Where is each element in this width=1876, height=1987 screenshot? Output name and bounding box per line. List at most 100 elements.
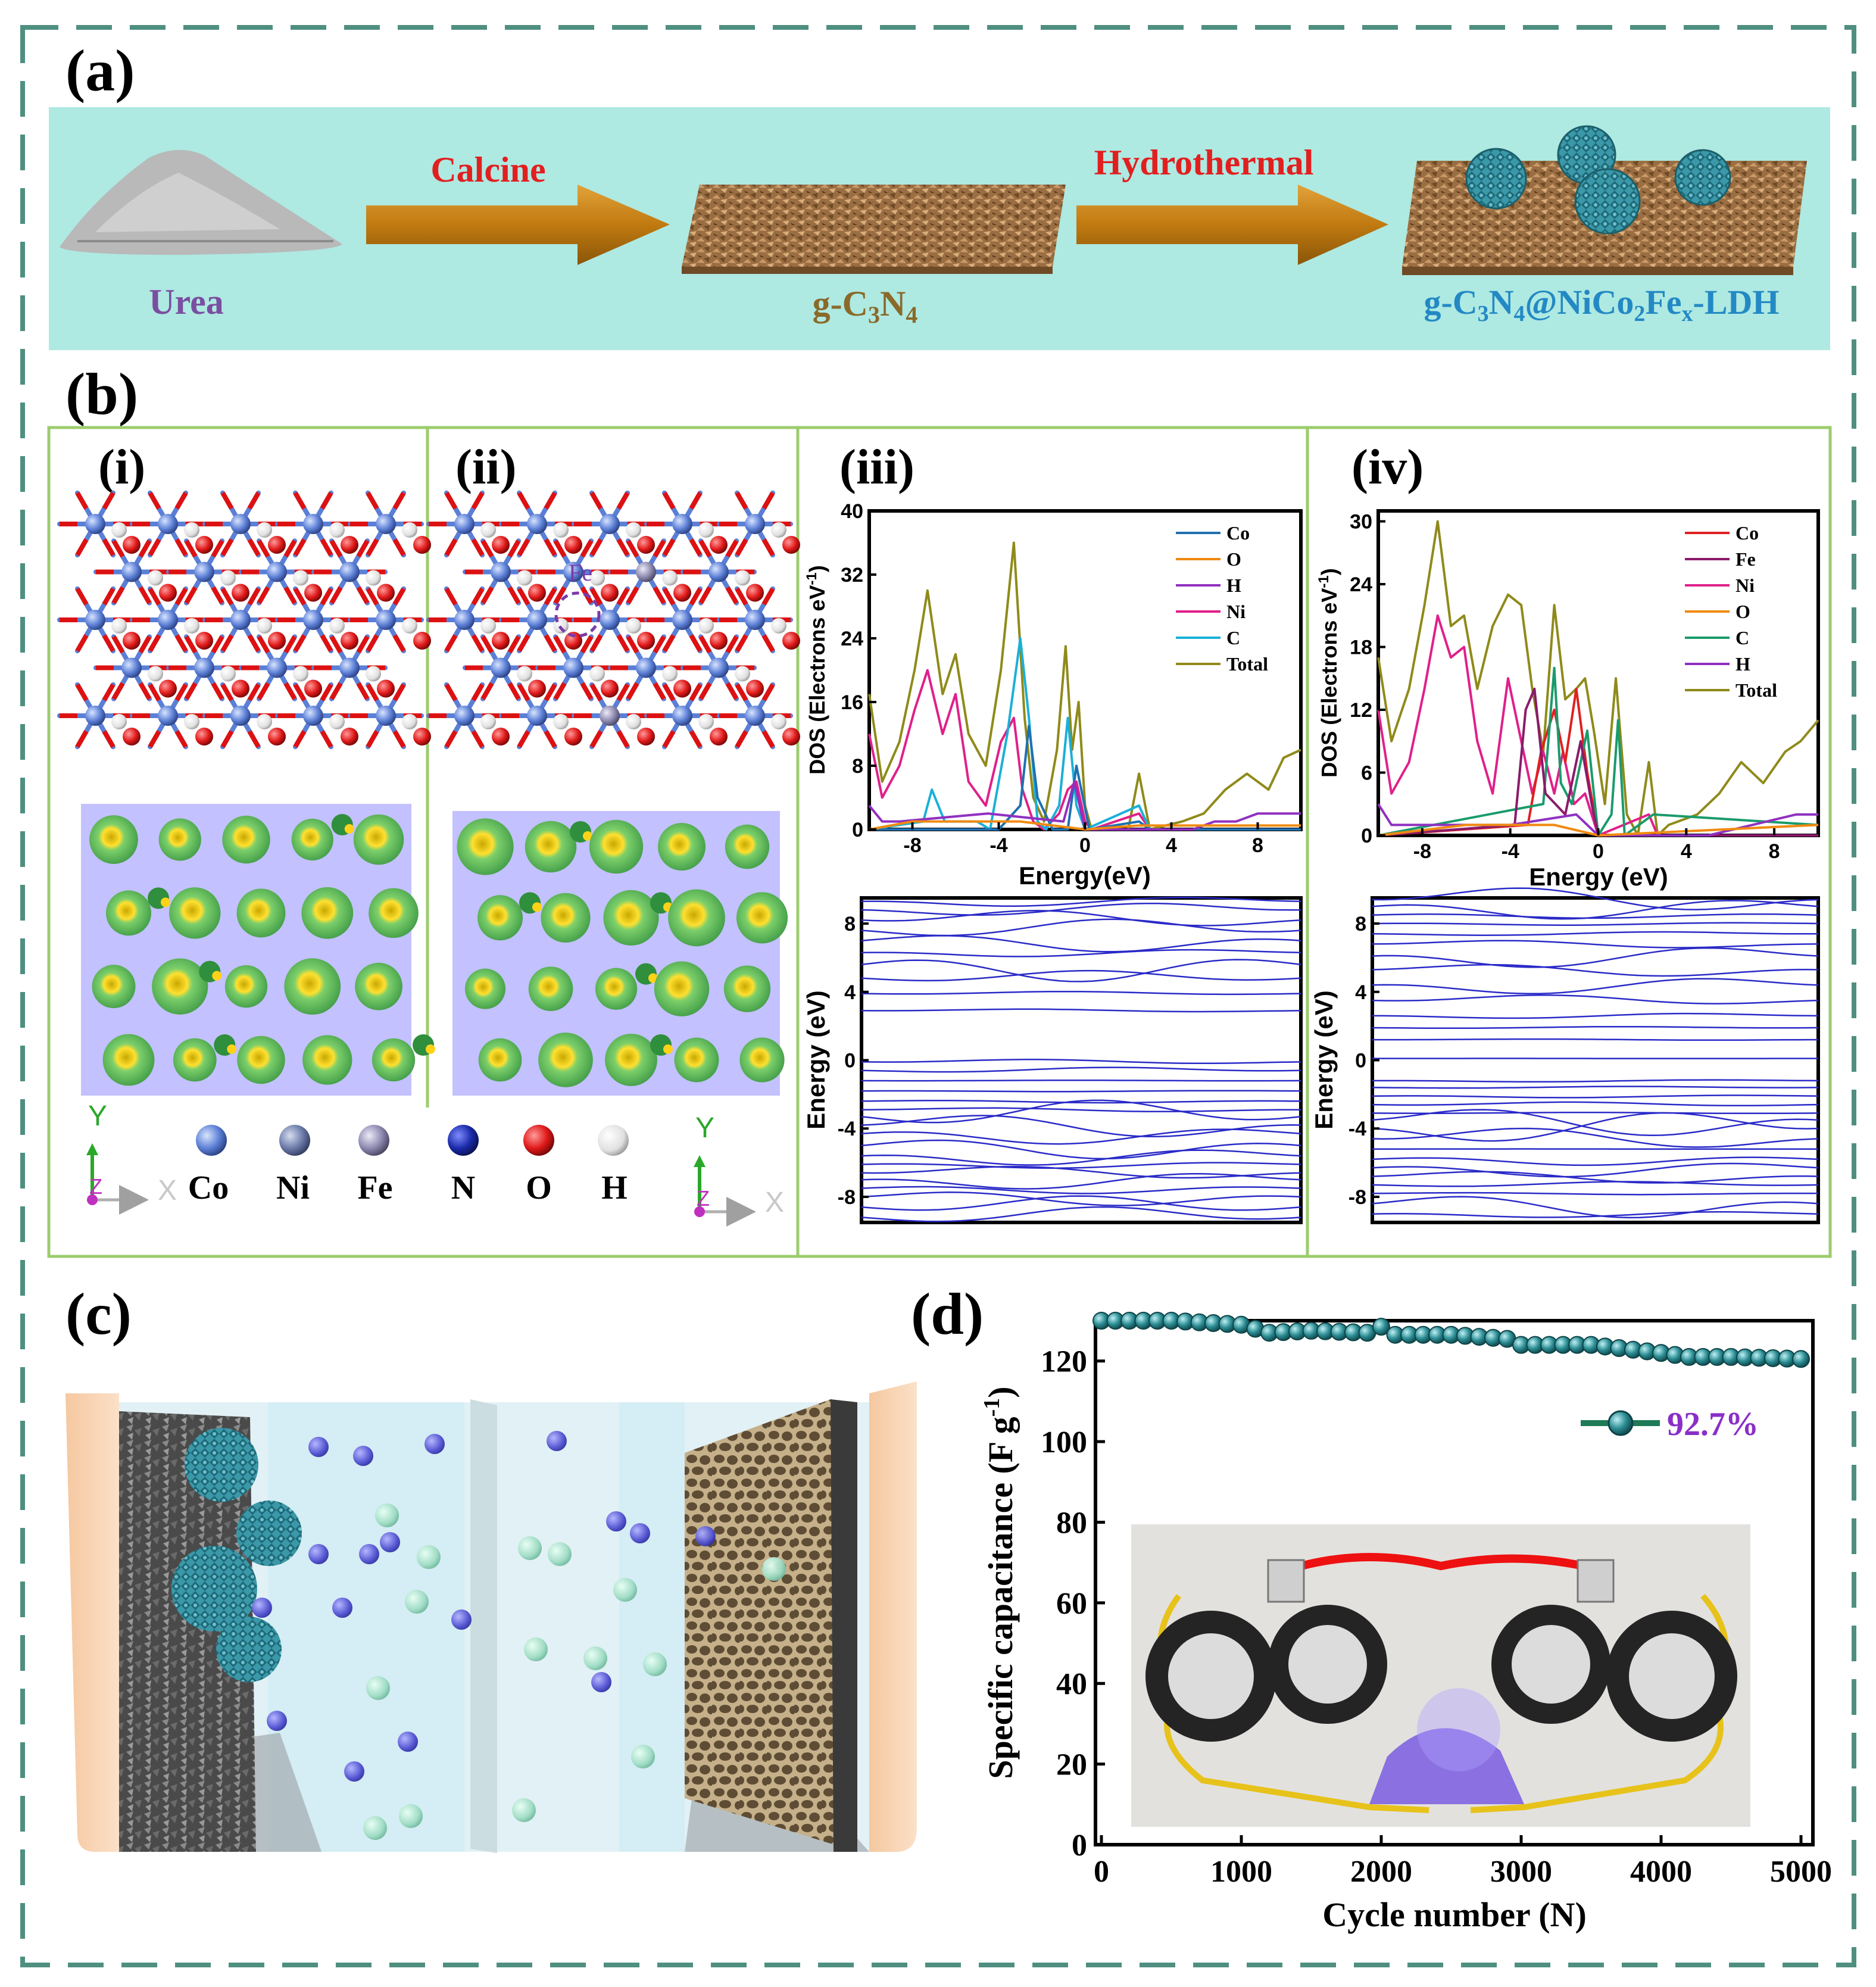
- energy-band: [861, 1165, 1301, 1179]
- hydrothermal-arrow: [1076, 185, 1388, 265]
- cycling-ylabel: Specific capacitance (F g-1): [979, 1386, 1020, 1779]
- energy-band: [1372, 900, 1819, 920]
- sub-iii-label: (iii): [839, 439, 914, 495]
- oxygen-atom: [123, 632, 141, 650]
- metal-atom: [491, 562, 511, 582]
- metal-atom: [267, 657, 287, 678]
- density-core: [532, 902, 542, 912]
- legend-atom-fe: [358, 1125, 389, 1156]
- metal-atom: [527, 514, 547, 534]
- axis-triad-i: Y Z X: [86, 1100, 177, 1215]
- oxygen-atom: [268, 728, 286, 745]
- metal-atom: [376, 610, 396, 630]
- oxygen-atom: [710, 632, 728, 650]
- oxygen-atom: [232, 584, 249, 602]
- urea-pile: [60, 149, 342, 255]
- energy-band: [861, 1107, 1301, 1113]
- oxygen-atom: [564, 536, 582, 554]
- density-blob: [355, 962, 402, 1010]
- hydrogen-atom: [771, 714, 786, 729]
- density-blob: [284, 958, 341, 1015]
- anion: [762, 1557, 786, 1581]
- oxygen-atom: [195, 632, 213, 650]
- hydrogen-atom: [184, 618, 199, 634]
- energy-band: [1372, 978, 1819, 995]
- density-blob: [291, 818, 333, 861]
- metal-atom: [376, 706, 396, 726]
- energy-band: [861, 1173, 1301, 1190]
- energy-band: [861, 1191, 1301, 1206]
- hydrogen-atom: [329, 522, 345, 538]
- oxygen-atom: [710, 536, 728, 554]
- dos-iii-xlabel: Energy(eV): [1019, 862, 1151, 890]
- hydrogen-atom: [735, 570, 750, 586]
- x-tick-label: 3000: [1490, 1855, 1552, 1889]
- cation: [695, 1526, 716, 1546]
- cation: [380, 1532, 400, 1552]
- metal-atom: [672, 610, 692, 630]
- sub-ii-label: (ii): [455, 439, 517, 495]
- metal-atom: [121, 562, 142, 582]
- density-blob: [222, 815, 270, 864]
- axis-z-label: Z: [697, 1186, 710, 1211]
- density-blob: [739, 1037, 785, 1083]
- metal-atom: [491, 657, 511, 678]
- oxygen-atom: [413, 632, 431, 650]
- density-blob: [152, 958, 208, 1015]
- energy-band: [861, 1100, 1301, 1104]
- oxygen-atom: [232, 679, 249, 698]
- calcine-arrow: [366, 185, 670, 265]
- panel-c: (c): [65, 1281, 917, 1853]
- oxygen-atom: [304, 679, 322, 698]
- density-blob: [173, 1038, 217, 1082]
- energy-band: [1372, 1156, 1819, 1166]
- energy-band: [861, 969, 1301, 982]
- density-core: [212, 971, 222, 981]
- density-blob: [589, 819, 644, 874]
- metal-atom: [672, 706, 692, 726]
- oxygen-atom: [673, 584, 691, 602]
- y-tick-label: 0: [1355, 1050, 1366, 1072]
- oxygen-atom: [304, 584, 322, 602]
- band-iii-ylabel: Energy (eV): [802, 990, 830, 1129]
- density-blob: [603, 890, 659, 946]
- panel-d: (d) 0 1000 2000 3000 4000 5000 0 20 40 60 80 100 120…: [911, 1281, 1832, 1934]
- x-tick-label: -4: [1502, 840, 1519, 863]
- energy-band: [1372, 947, 1819, 968]
- dos-series-co: [869, 725, 1301, 831]
- iron-atom: [600, 706, 620, 726]
- energy-band: [861, 1128, 1301, 1145]
- hydrogen-atom: [698, 618, 714, 634]
- anion: [366, 1676, 390, 1700]
- oxygen-atom: [637, 536, 655, 554]
- energy-band: [1372, 931, 1819, 936]
- legend-atom-co: [196, 1125, 227, 1156]
- oxygen-atom: [341, 728, 358, 745]
- energy-band: [1372, 1038, 1818, 1041]
- density-blob: [457, 818, 514, 875]
- metal-atom: [636, 657, 656, 678]
- density-blob: [654, 961, 710, 1016]
- hydrogen-atom: [220, 666, 236, 682]
- y-tick-label: 100: [1041, 1425, 1087, 1459]
- legend-label-total: Total: [1735, 679, 1777, 701]
- x-tick-label: -8: [903, 834, 921, 857]
- energy-band: [861, 1066, 1301, 1073]
- density-blob: [525, 821, 577, 873]
- density-blob: [353, 814, 404, 865]
- dos-plot-iii: -8 -4 0 4 8 0 8 16 24 32 40 Energy(eV) DOS (Electr…: [804, 500, 1303, 890]
- density-blob: [158, 818, 201, 861]
- oxygen-atom: [782, 728, 800, 745]
- fe-site-marker: [554, 591, 601, 638]
- legend-label-co: Co: [1226, 522, 1250, 544]
- dos-series-o: [869, 820, 1301, 831]
- hydrogen-atom: [293, 666, 308, 682]
- y-tick-label: -8: [1349, 1186, 1366, 1209]
- ldh-sphere: [171, 1546, 257, 1632]
- energy-band: [1372, 1025, 1819, 1030]
- y-tick-label: 8: [1355, 913, 1366, 935]
- energy-band: [1372, 1079, 1819, 1083]
- dos-series-o: [1378, 824, 1819, 837]
- hydrogen-atom: [735, 666, 750, 682]
